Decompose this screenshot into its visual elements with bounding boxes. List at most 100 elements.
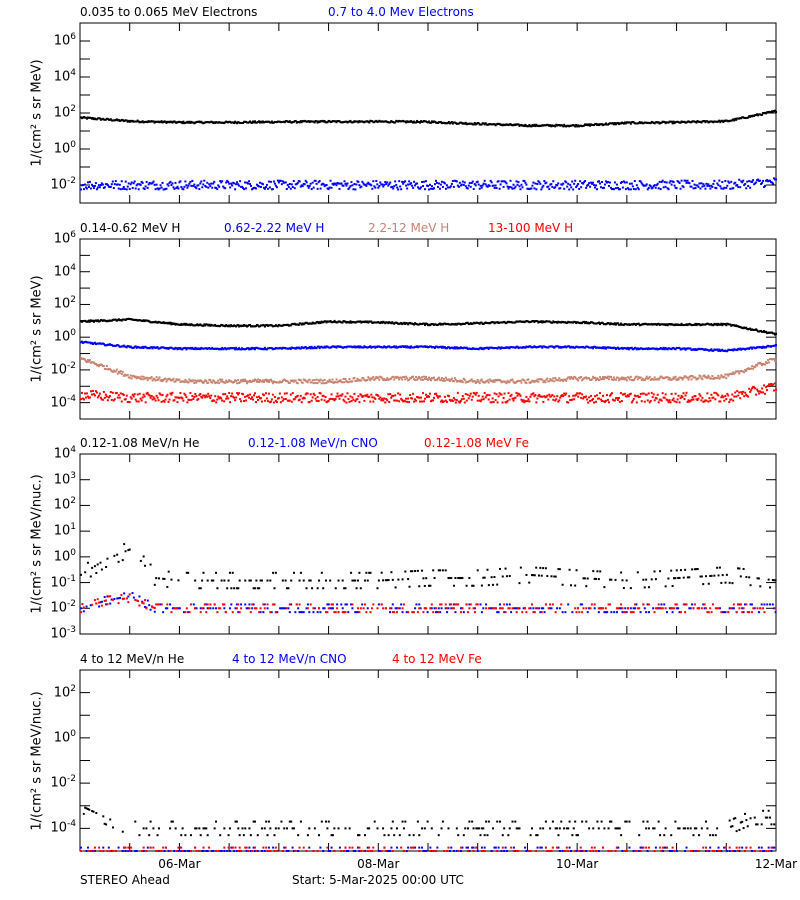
data-point [140,375,143,378]
data-point [639,180,642,183]
data-point [425,393,428,396]
data-point [211,381,214,384]
data-point [712,377,715,380]
data-point [506,379,509,382]
data-point [161,181,164,184]
data-point [296,382,299,385]
data-point [100,363,103,366]
data-point [329,320,332,323]
data-point [105,395,108,398]
data-point [682,186,685,189]
data-point [595,400,598,403]
data-point [82,606,85,609]
data-point [453,603,456,606]
data-point [574,320,577,323]
data-point [591,399,594,402]
data-point [328,378,331,381]
data-point [196,323,199,326]
data-point [613,399,616,402]
data-point [233,122,236,125]
data-point [316,611,319,614]
data-point [505,182,508,185]
data-point [546,394,549,397]
data-point [405,346,408,349]
data-point [285,188,288,191]
data-point [251,121,254,124]
data-point [437,182,440,185]
data-point [558,568,561,571]
data-point [643,378,646,381]
data-point [554,125,557,128]
data-point [183,322,186,325]
data-point [681,378,684,381]
data-point [602,376,604,379]
data-point [503,392,506,395]
data-point [697,185,700,188]
data-point [306,607,309,610]
data-point [478,187,481,190]
data-point [697,397,700,400]
data-point [209,185,212,188]
data-point [274,571,277,574]
data-point [649,378,652,381]
data-point [639,392,642,395]
data-point [81,184,84,187]
data-point [494,184,497,187]
data-point [626,346,629,349]
data-point [84,396,87,399]
data-point [434,611,437,614]
data-point [648,375,651,378]
data-point [530,125,533,128]
data-point [205,611,208,614]
data-point [146,379,149,382]
data-point [622,180,625,183]
data-point [469,379,472,382]
data-point [139,559,142,562]
data-point [326,611,329,614]
data-point [599,182,602,185]
data-point [591,378,594,381]
data-point [497,395,500,398]
data-point [619,378,622,381]
data-point [745,576,748,579]
data-point [775,359,778,362]
data-point [761,346,764,349]
data-point [166,607,169,610]
data-point [620,400,623,403]
data-point [415,399,418,402]
data-point [474,381,477,384]
data-point [310,399,313,402]
data-point [563,123,566,126]
data-point [750,367,753,370]
data-point [517,181,520,184]
data-point [341,393,344,396]
data-point [604,122,607,125]
data-point [512,380,515,383]
data-point [82,610,85,613]
data-point [623,181,626,184]
data-point [376,183,379,186]
data-point [210,182,213,185]
data-point [478,382,481,385]
data-point [221,346,224,349]
data-point [262,381,265,384]
data-point [276,325,279,328]
data-point [343,180,346,183]
data-point [371,187,374,190]
data-point [128,548,131,551]
data-point [426,611,429,614]
data-point [573,398,576,401]
data-point [416,569,419,572]
data-point [662,186,665,189]
data-point [89,575,92,578]
data-point [350,400,353,403]
data-point [397,392,400,395]
data-point [144,401,147,404]
data-point [206,579,209,582]
data-point [358,184,361,187]
data-point [349,320,352,323]
data-point [385,398,388,401]
data-point [113,398,116,401]
data-point [473,380,476,383]
data-point [217,184,220,187]
